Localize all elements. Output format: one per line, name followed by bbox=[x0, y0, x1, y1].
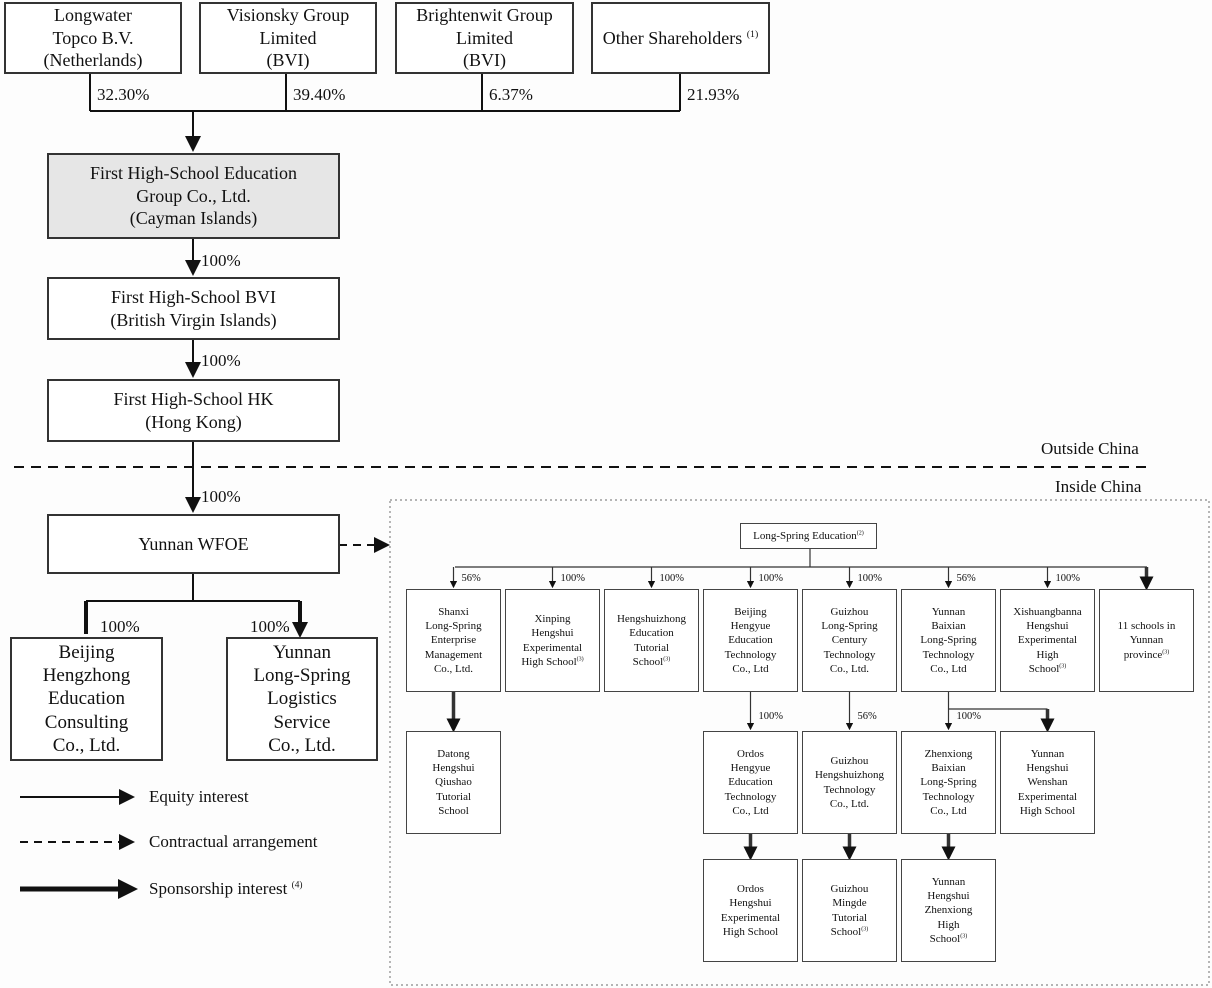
company-box: Ordos Hengyue Education Technology Co., … bbox=[703, 731, 798, 834]
company-box: Yunnan Hengshui Wenshan Experimental Hig… bbox=[1000, 731, 1095, 834]
company-name: Guizhou Long-Spring Century Technology C… bbox=[821, 605, 878, 675]
company-name: Yunnan Baixian Long-Spring Technology Co… bbox=[920, 605, 977, 675]
company-box: 11 schools in Yunnan province(3) bbox=[1099, 589, 1194, 692]
company-box-yunnan-logistics: Yunnan Long-Spring Logistics Service Co.… bbox=[226, 637, 378, 761]
company-box: Beijing Hengyue Education Technology Co.… bbox=[703, 589, 798, 692]
company-name: First High-School Education Group Co., L… bbox=[90, 163, 297, 229]
footnote-marker: (3) bbox=[861, 926, 869, 933]
company-box-cayman: First High-School Education Group Co., L… bbox=[47, 153, 340, 239]
company-name: Yunnan WFOE bbox=[138, 533, 249, 554]
pct-label: 100% bbox=[201, 487, 241, 506]
pct-label: 100% bbox=[100, 617, 140, 636]
company-name: Datong Hengshui Qiushao Tutorial School bbox=[432, 747, 475, 817]
company-name: Xinping Hengshui Experimental High Schoo… bbox=[521, 612, 583, 668]
company-name: Guizhou Hengshuizhong Technology Co., Lt… bbox=[814, 754, 885, 810]
company-name: Yunnan Hengshui Zhenxiong High School bbox=[924, 875, 973, 945]
company-box-yunnan-wfoe: Yunnan WFOE bbox=[47, 514, 340, 574]
pct-label: 100% bbox=[250, 617, 290, 636]
company-name: Xishuangbanna Hengshui Experimental High… bbox=[1013, 605, 1082, 675]
company-name: Beijing Hengzhong Education Consulting C… bbox=[42, 642, 131, 756]
pct-label: 100% bbox=[857, 573, 883, 584]
company-box-bvi: First High-School BVI (British Virgin Is… bbox=[47, 277, 340, 340]
company-box: Xinping Hengshui Experimental High Schoo… bbox=[505, 589, 600, 692]
company-name: Zhenxiong Baixian Long-Spring Technology… bbox=[920, 747, 977, 817]
pct-label: 21.93% bbox=[687, 85, 740, 104]
connector-line bbox=[455, 549, 1147, 568]
company-box: Hengshuizhong Education Tutorial School(… bbox=[604, 589, 699, 692]
company-box: Yunnan Baixian Long-Spring Technology Co… bbox=[901, 589, 996, 692]
company-name: Shanxi Long-Spring Enterprise Management… bbox=[424, 605, 483, 675]
legend-equity-interest: Equity interest bbox=[149, 787, 249, 806]
company-box: Shanxi Long-Spring Enterprise Management… bbox=[406, 589, 501, 692]
company-box: Yunnan Hengshui Zhenxiong High School(3) bbox=[901, 859, 996, 962]
pct-label: 56% bbox=[461, 573, 481, 584]
company-box: Xishuangbanna Hengshui Experimental High… bbox=[1000, 589, 1095, 692]
company-name: 11 schools in Yunnan province bbox=[1117, 620, 1176, 661]
pct-label: 100% bbox=[758, 573, 784, 584]
shareholder-box-other: Other Shareholders (1) bbox=[591, 2, 770, 74]
pct-label: 100% bbox=[1055, 573, 1081, 584]
inside-china-label: Inside China bbox=[1055, 477, 1142, 496]
pct-label: 100% bbox=[201, 351, 241, 370]
shareholder-name: Brightenwit Group Limited (BVI) bbox=[416, 5, 553, 71]
outside-china-label: Outside China bbox=[1041, 439, 1139, 458]
footnote-marker: (3) bbox=[960, 933, 968, 940]
company-box: Guizhou Hengshuizhong Technology Co., Lt… bbox=[802, 731, 897, 834]
company-box: Guizhou Mingde Tutorial School(3) bbox=[802, 859, 897, 962]
company-name: First High-School HK (Hong Kong) bbox=[113, 389, 274, 432]
footnote-marker: (2) bbox=[856, 530, 864, 537]
pct-label: 100% bbox=[659, 573, 685, 584]
company-box: Zhenxiong Baixian Long-Spring Technology… bbox=[901, 731, 996, 834]
company-name: Hengshuizhong Education Tutorial School bbox=[616, 612, 687, 668]
footnote-marker: (3) bbox=[1059, 663, 1067, 670]
pct-label: 100% bbox=[560, 573, 586, 584]
pct-label: 39.40% bbox=[293, 85, 346, 104]
footnote-marker: (3) bbox=[1162, 648, 1170, 655]
company-name: Yunnan Long-Spring Logistics Service Co.… bbox=[253, 642, 351, 756]
company-name: Guizhou Mingde Tutorial School bbox=[830, 882, 869, 938]
company-box: Guizhou Long-Spring Century Technology C… bbox=[802, 589, 897, 692]
company-name: First High-School BVI (British Virgin Is… bbox=[110, 287, 277, 330]
shareholder-box-longwater: Longwater Topco B.V. (Netherlands) bbox=[4, 2, 182, 74]
pct-label: 32.30% bbox=[97, 85, 150, 104]
footnote-marker: (3) bbox=[576, 656, 584, 663]
footnote-marker: (1) bbox=[746, 28, 759, 40]
company-name: Long-Spring Education bbox=[753, 529, 857, 542]
shareholder-name: Longwater Topco B.V. (Netherlands) bbox=[43, 5, 143, 71]
company-name: Ordos Hengyue Education Technology Co., … bbox=[724, 747, 777, 817]
legend-contractual-arrangement: Contractual arrangement bbox=[149, 832, 318, 851]
shareholder-box-brightenwit: Brightenwit Group Limited (BVI) bbox=[395, 2, 574, 74]
company-box-beijing-hengzhong: Beijing Hengzhong Education Consulting C… bbox=[10, 637, 163, 761]
company-name: Yunnan Hengshui Wenshan Experimental Hig… bbox=[1017, 747, 1078, 817]
pct-label: 100% bbox=[956, 711, 982, 722]
shareholder-name: Visionsky Group Limited (BVI) bbox=[226, 5, 350, 71]
pct-label: 6.37% bbox=[489, 85, 533, 104]
legend-sponsorship-interest: Sponsorship interest (4) bbox=[149, 879, 303, 899]
company-box-hk: First High-School HK (Hong Kong) bbox=[47, 379, 340, 442]
company-box: Ordos Hengshui Experimental High School bbox=[703, 859, 798, 962]
pct-label: 100% bbox=[201, 251, 241, 270]
pct-label: 56% bbox=[956, 573, 976, 584]
shareholder-name: Other Shareholders bbox=[602, 27, 743, 48]
legend-label: Sponsorship interest bbox=[149, 879, 288, 898]
pct-label: 56% bbox=[857, 711, 877, 722]
footnote-marker: (3) bbox=[663, 656, 671, 663]
company-box: Datong Hengshui Qiushao Tutorial School bbox=[406, 731, 501, 834]
footnote-marker: (4) bbox=[291, 880, 303, 891]
shareholder-box-visionsky: Visionsky Group Limited (BVI) bbox=[199, 2, 377, 74]
company-name: Beijing Hengyue Education Technology Co.… bbox=[724, 605, 777, 675]
company-name: Ordos Hengshui Experimental High School bbox=[720, 882, 781, 938]
pct-label: 100% bbox=[758, 711, 784, 722]
company-box-long-spring-education: Long-Spring Education(2) bbox=[740, 523, 877, 549]
